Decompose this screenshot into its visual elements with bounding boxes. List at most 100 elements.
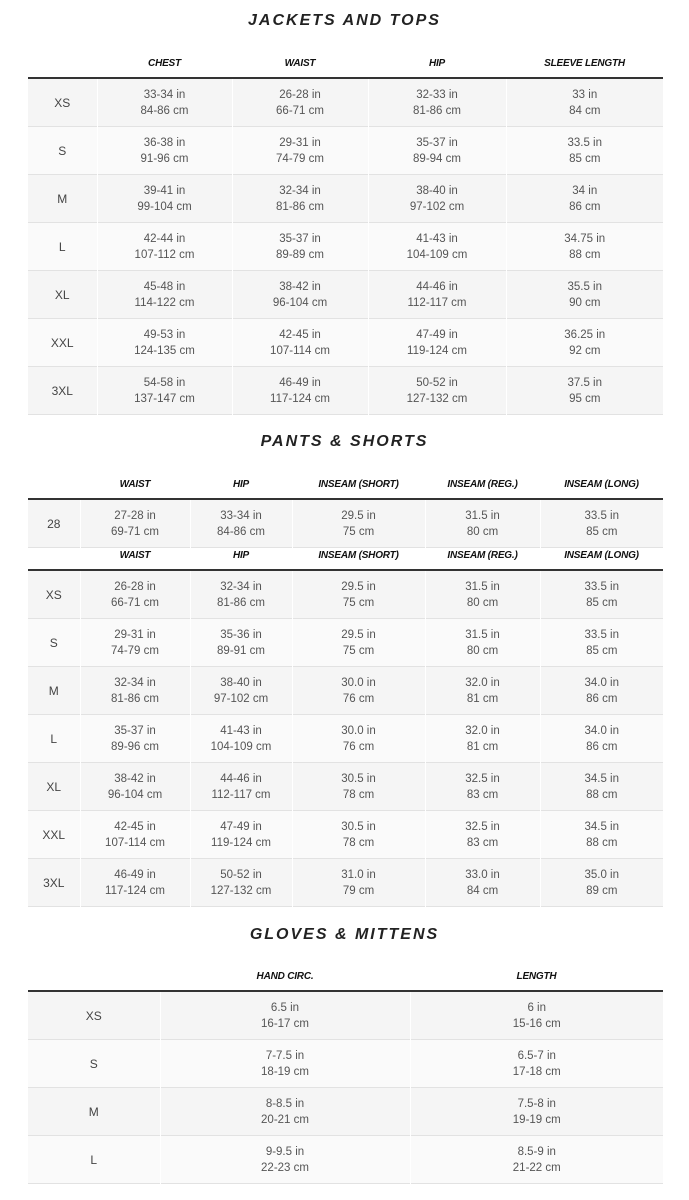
measurement-cm: 88 cm <box>586 836 618 849</box>
measurement-cell: 34.0 in 86 cm <box>539 714 663 763</box>
measurement-inches: 7.5-8 in <box>517 1097 556 1110</box>
measurement-cell: 6.5-7 in 17-18 cm <box>409 1039 663 1088</box>
column-header <box>28 962 160 991</box>
measurement-cm: 76 cm <box>342 692 375 705</box>
measurement-cm: 119-124 cm <box>407 344 467 357</box>
measurement-cell: 35-36 in 89-91 cm <box>189 618 292 667</box>
table-row: L 42-44 in 107-112 cm 35-37 in 89-89 cm 41-43… <box>28 222 663 271</box>
pants-title: PANTS & SHORTS <box>260 433 429 450</box>
measurement-inches: 41-43 in <box>220 724 262 737</box>
measurement-cell: 45-48 in 114-122 cm <box>96 270 232 319</box>
measurement-cell: 31.0 in 79 cm <box>291 858 425 907</box>
measurement-inches: 30.0 in <box>341 676 376 689</box>
measurement-inches: 32.5 in <box>465 820 500 833</box>
measurement-cm: 75 cm <box>342 525 375 538</box>
measurement-cm: 69-71 cm <box>111 525 159 538</box>
measurement-cell: 29.5 in 75 cm <box>291 570 425 619</box>
table-row: S 7-7.5 in 18-19 cm 6.5-7 in 17-18 cm <box>28 1039 663 1088</box>
measurement-cell: 26-28 in 66-71 cm <box>231 78 368 127</box>
measurement-cell: 35.5 in 90 cm <box>505 270 663 319</box>
column-header: HIP <box>232 478 250 490</box>
measurement-cm: 75 cm <box>342 644 375 657</box>
measurement-cm: 85 cm <box>586 644 618 657</box>
measurement-cm: 19-19 cm <box>512 1113 561 1126</box>
measurement-inches: 37.5 in <box>567 376 603 389</box>
measurement-cm: 99-104 cm <box>137 200 192 213</box>
measurement-cell: 36.25 in 92 cm <box>505 318 663 367</box>
measurement-cm: 104-109 cm <box>406 248 468 261</box>
measurement-cm: 86 cm <box>569 200 601 213</box>
measurement-cm: 74-79 cm <box>111 644 159 657</box>
measurement-inches: 39-41 in <box>143 184 186 197</box>
measurement-inches: 34.75 in <box>564 232 606 245</box>
measurement-inches: 33-34 in <box>143 88 186 101</box>
column-header: INSEAM (LONG) <box>564 549 639 561</box>
measurement-cell: 33.5 in 85 cm <box>505 126 663 175</box>
measurement-cell: 9-9.5 in 22-23 cm <box>159 1135 410 1184</box>
measurement-cm: 92 cm <box>569 344 601 357</box>
measurement-cm: 86 cm <box>586 740 618 753</box>
measurement-inches: 26-28 in <box>114 580 156 593</box>
measurement-cell: 34.75 in 88 cm <box>505 222 663 271</box>
measurement-cm: 124-135 cm <box>134 344 195 357</box>
pants-waist-size-table: WAIST HIP INSEAM (SHORT) INSEAM (REG.) INSEA… <box>28 470 663 548</box>
measurement-cell: 35-37 in 89-96 cm <box>79 714 190 763</box>
measurement-cm: 80 cm <box>466 525 499 538</box>
size-label: S <box>28 1039 160 1088</box>
measurement-cell: 46-49 in 117-124 cm <box>231 366 368 415</box>
measurement-cm: 22-23 cm <box>261 1161 309 1174</box>
table-row: XS 6.5 in 16-17 cm 6 in 15-16 cm <box>28 991 663 1040</box>
size-label: XS <box>28 991 160 1040</box>
column-header: INSEAM (SHORT) <box>318 478 399 490</box>
table-row: L 9-9.5 in 22-23 cm 8.5-9 in 21-22 cm <box>28 1135 663 1184</box>
measurement-cm: 117-124 cm <box>105 884 165 897</box>
measurement-cm: 86 cm <box>586 692 618 705</box>
measurement-cm: 66-71 cm <box>276 104 324 117</box>
measurement-cell: 46-49 in 117-124 cm <box>79 858 190 907</box>
measurement-cm: 74-79 cm <box>276 152 324 165</box>
measurement-cell: 50-52 in 127-132 cm <box>189 858 292 907</box>
table-row: M 32-34 in 81-86 cm 38-40 in 97-102 cm 30.0 i… <box>28 666 663 715</box>
table-row: M 39-41 in 99-104 cm 32-34 in 81-86 cm 38-40 … <box>28 174 663 223</box>
measurement-inches: 34.0 in <box>584 724 620 737</box>
size-label: L <box>28 222 97 271</box>
measurement-cell: 30.5 in 78 cm <box>291 762 425 811</box>
measurement-cell: 32-34 in 81-86 cm <box>189 570 292 619</box>
measurement-cm: 89-89 cm <box>276 248 324 261</box>
measurement-cell: 34 in 86 cm <box>505 174 663 223</box>
measurement-cm: 66-71 cm <box>111 596 159 609</box>
size-label: L <box>28 714 80 763</box>
measurement-inches: 30.5 in <box>341 772 376 785</box>
measurement-cm: 85 cm <box>586 525 618 538</box>
measurement-cell: 30.0 in 76 cm <box>291 666 425 715</box>
table-body: 28 27-28 in 69-71 cm 33-34 in 84-86 cm 29.5 i… <box>28 499 663 548</box>
measurement-inches: 33.5 in <box>584 580 620 593</box>
measurement-cell: 38-42 in 96-104 cm <box>79 762 190 811</box>
measurement-cell: 8-8.5 in 20-21 cm <box>159 1087 410 1136</box>
column-header <box>28 49 97 78</box>
measurement-cell: 42-45 in 107-114 cm <box>231 318 368 367</box>
measurement-cell: 26-28 in 66-71 cm <box>79 570 190 619</box>
size-label: M <box>28 666 80 715</box>
measurement-cell: 47-49 in 119-124 cm <box>367 318 506 367</box>
column-header: INSEAM (REG.) <box>447 549 518 561</box>
measurement-inches: 47-49 in <box>220 820 262 833</box>
measurement-cm: 81-86 cm <box>217 596 265 609</box>
measurement-cm: 97-102 cm <box>409 200 465 213</box>
measurement-inches: 42-45 in <box>114 820 156 833</box>
measurement-inches: 36-38 in <box>143 136 186 149</box>
measurement-cell: 36-38 in 91-96 cm <box>96 126 232 175</box>
measurement-cell: 31.5 in 80 cm <box>424 499 540 548</box>
gloves-title: GLOVES & MITTENS <box>249 926 440 943</box>
measurement-cell: 39-41 in 99-104 cm <box>96 174 232 223</box>
measurement-cm: 80 cm <box>466 596 499 609</box>
measurement-cell: 6 in 15-16 cm <box>409 991 663 1040</box>
measurement-inches: 29-31 in <box>279 136 321 149</box>
measurement-cell: 31.5 in 80 cm <box>424 618 540 667</box>
measurement-inches: 46-49 in <box>279 376 321 389</box>
measurement-cell: 32-34 in 81-86 cm <box>79 666 190 715</box>
size-label: XXL <box>28 810 80 859</box>
measurement-inches: 32-34 in <box>114 676 156 689</box>
measurement-cell: 44-46 in 112-117 cm <box>367 270 506 319</box>
measurement-inches: 30.0 in <box>341 724 376 737</box>
